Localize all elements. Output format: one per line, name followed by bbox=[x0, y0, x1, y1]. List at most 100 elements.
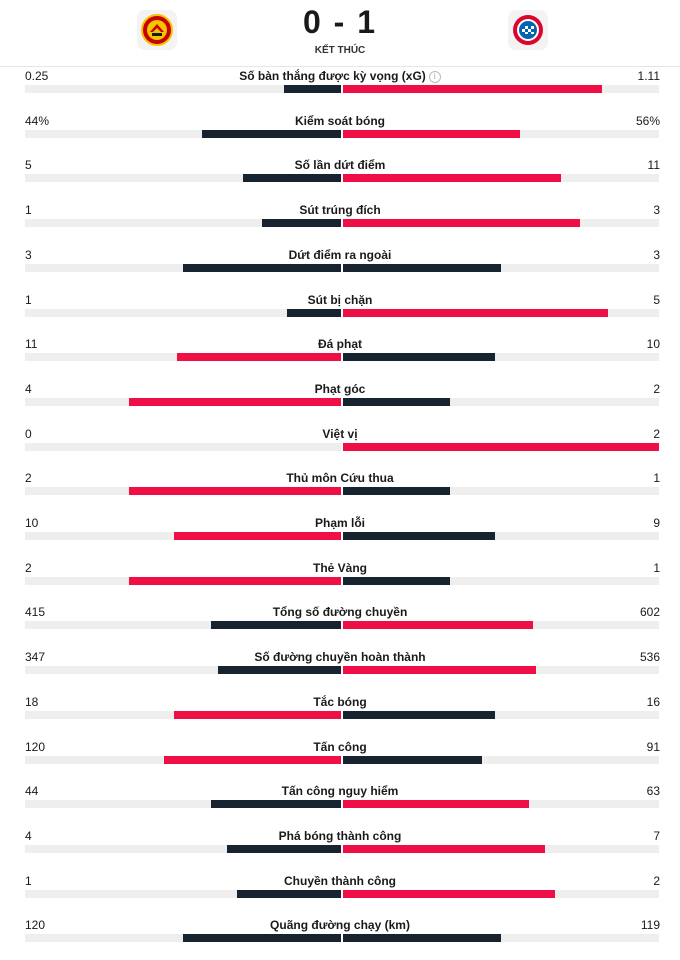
home-stat-track bbox=[25, 353, 341, 362]
home-stat-value: 11 bbox=[25, 337, 38, 352]
stat-row: 11 Đá phạt 10 bbox=[0, 334, 680, 379]
stat-label: Kiểm soát bóng bbox=[0, 114, 680, 128]
home-stat-value: 18 bbox=[25, 694, 39, 709]
stat-row: 5 Số lần dứt điểm 11 bbox=[0, 155, 680, 200]
away-stat-value: 2 bbox=[653, 873, 660, 888]
away-stat-bar bbox=[343, 442, 659, 451]
away-stat-track bbox=[343, 844, 659, 853]
stat-label-text: Sút bị chặn bbox=[307, 292, 373, 307]
stat-label: Phá bóng thành công bbox=[0, 829, 680, 843]
away-stat-bar bbox=[343, 710, 495, 719]
home-stat-bar bbox=[164, 755, 341, 764]
away-stat-value: 119 bbox=[640, 918, 660, 933]
away-stat-track bbox=[343, 353, 659, 362]
stat-label-text: Số đường chuyền hoàn thành bbox=[254, 650, 426, 665]
home-stat-track bbox=[25, 576, 341, 585]
away-stat-track bbox=[343, 710, 659, 719]
stat-label-text: Tấn công nguy hiểm bbox=[281, 784, 399, 799]
home-stat-value: 2 bbox=[25, 471, 32, 486]
away-stat-track bbox=[343, 576, 659, 585]
home-stat-track bbox=[25, 621, 341, 630]
stat-row: 1 Sút trúng đích 3 bbox=[0, 200, 680, 245]
home-stat-track bbox=[25, 532, 341, 540]
home-stat-track bbox=[25, 85, 341, 93]
home-stat-bar bbox=[173, 710, 341, 719]
home-stat-track bbox=[25, 308, 341, 317]
home-stat-value: 44 bbox=[25, 784, 39, 799]
stat-row: 2 Thẻ Vàng 1 bbox=[0, 558, 680, 603]
home-stat-bar bbox=[183, 263, 341, 272]
stat-label: Sút bị chặn bbox=[0, 293, 680, 307]
home-stat-track bbox=[25, 442, 341, 451]
home-stat-bar bbox=[217, 666, 341, 675]
stat-label-text: Tổng số đường chuyền bbox=[272, 605, 408, 620]
home-stat-track bbox=[25, 889, 341, 898]
stat-label: Quãng đường chạy (km) bbox=[0, 918, 680, 932]
away-stat-bar bbox=[343, 755, 483, 764]
stat-row: 120 Tấn công 91 bbox=[0, 737, 680, 782]
home-stat-value: 1 bbox=[25, 203, 32, 218]
stat-label-text: Phá bóng thành công bbox=[278, 828, 402, 843]
stat-label-text: Thủ môn Cứu thua bbox=[286, 471, 394, 486]
away-stat-bar bbox=[343, 129, 520, 138]
manchester-united-crest-icon bbox=[141, 14, 173, 46]
stat-row: 0.25 Số bàn thắng được kỳ vọng (xG) i 1.11 bbox=[0, 66, 680, 111]
away-stat-value: 9 bbox=[653, 516, 660, 530]
stat-label: Số lần dứt điểm bbox=[0, 158, 680, 172]
away-stat-bar bbox=[343, 621, 533, 630]
stat-label: Số đường chuyền hoàn thành bbox=[0, 650, 680, 664]
away-stat-value: 3 bbox=[653, 247, 660, 262]
away-stat-value: 1 bbox=[653, 471, 660, 486]
stat-row: 4 Phá bóng thành công 7 bbox=[0, 826, 680, 871]
stat-row: 3 Dứt điểm ra ngoài 3 bbox=[0, 245, 680, 290]
away-team-crest[interactable] bbox=[508, 10, 548, 50]
home-team-crest[interactable] bbox=[137, 10, 177, 50]
stat-row: 44 Tấn công nguy hiểm 63 bbox=[0, 781, 680, 826]
home-stat-value: 0 bbox=[25, 426, 32, 441]
home-stat-value: 4 bbox=[25, 828, 32, 843]
away-stat-bar bbox=[343, 353, 495, 362]
home-stat-value: 120 bbox=[25, 918, 46, 933]
away-stat-track bbox=[343, 85, 659, 93]
away-stat-value: 56% bbox=[635, 113, 660, 128]
home-stat-value: 347 bbox=[25, 650, 46, 665]
home-stat-bar bbox=[176, 353, 341, 362]
home-stat-value: 5 bbox=[25, 158, 32, 173]
away-stat-track bbox=[343, 889, 659, 898]
away-stat-bar bbox=[343, 532, 495, 540]
home-stat-track bbox=[25, 800, 341, 809]
stat-label: Dứt điểm ra ngoài bbox=[0, 248, 680, 262]
away-stat-bar bbox=[343, 800, 530, 809]
away-stat-track bbox=[343, 129, 659, 138]
away-stat-value: 91 bbox=[646, 739, 660, 754]
info-icon[interactable]: i bbox=[428, 71, 441, 83]
away-stat-bar bbox=[343, 397, 451, 406]
away-stat-track bbox=[343, 174, 659, 183]
stat-label: Phạt góc bbox=[0, 382, 680, 396]
stat-row: 120 Quãng đường chạy (km) 119 bbox=[0, 915, 680, 960]
away-stat-bar bbox=[343, 85, 603, 93]
away-stat-value: 11 bbox=[647, 158, 660, 173]
stat-label: Tấn công nguy hiểm bbox=[0, 784, 680, 798]
stat-label: Thẻ Vàng bbox=[0, 561, 680, 575]
home-stat-track bbox=[25, 174, 341, 183]
away-stat-track bbox=[343, 934, 659, 943]
home-stat-bar bbox=[129, 397, 341, 406]
away-stat-track bbox=[343, 219, 659, 228]
away-stat-value: 2 bbox=[653, 381, 660, 396]
away-stat-value: 602 bbox=[639, 605, 660, 620]
home-stat-bar bbox=[227, 844, 341, 853]
away-stat-value: 1 bbox=[653, 560, 660, 575]
home-stat-bar bbox=[236, 889, 341, 898]
stat-label-text: Chuyền thành công bbox=[284, 873, 396, 888]
away-stat-track bbox=[343, 442, 659, 451]
home-stat-value: 0.25 bbox=[25, 69, 49, 83]
stat-label: Thủ môn Cứu thua bbox=[0, 471, 680, 485]
stat-label-text: Kiểm soát bóng bbox=[294, 113, 385, 128]
home-stat-value: 4 bbox=[25, 381, 32, 396]
away-stat-track bbox=[343, 487, 659, 496]
away-stat-track bbox=[343, 532, 659, 540]
home-stat-value: 44% bbox=[25, 113, 50, 128]
stat-label: Số bàn thắng được kỳ vọng (xG) i bbox=[0, 69, 680, 83]
home-stat-value: 3 bbox=[25, 247, 32, 262]
